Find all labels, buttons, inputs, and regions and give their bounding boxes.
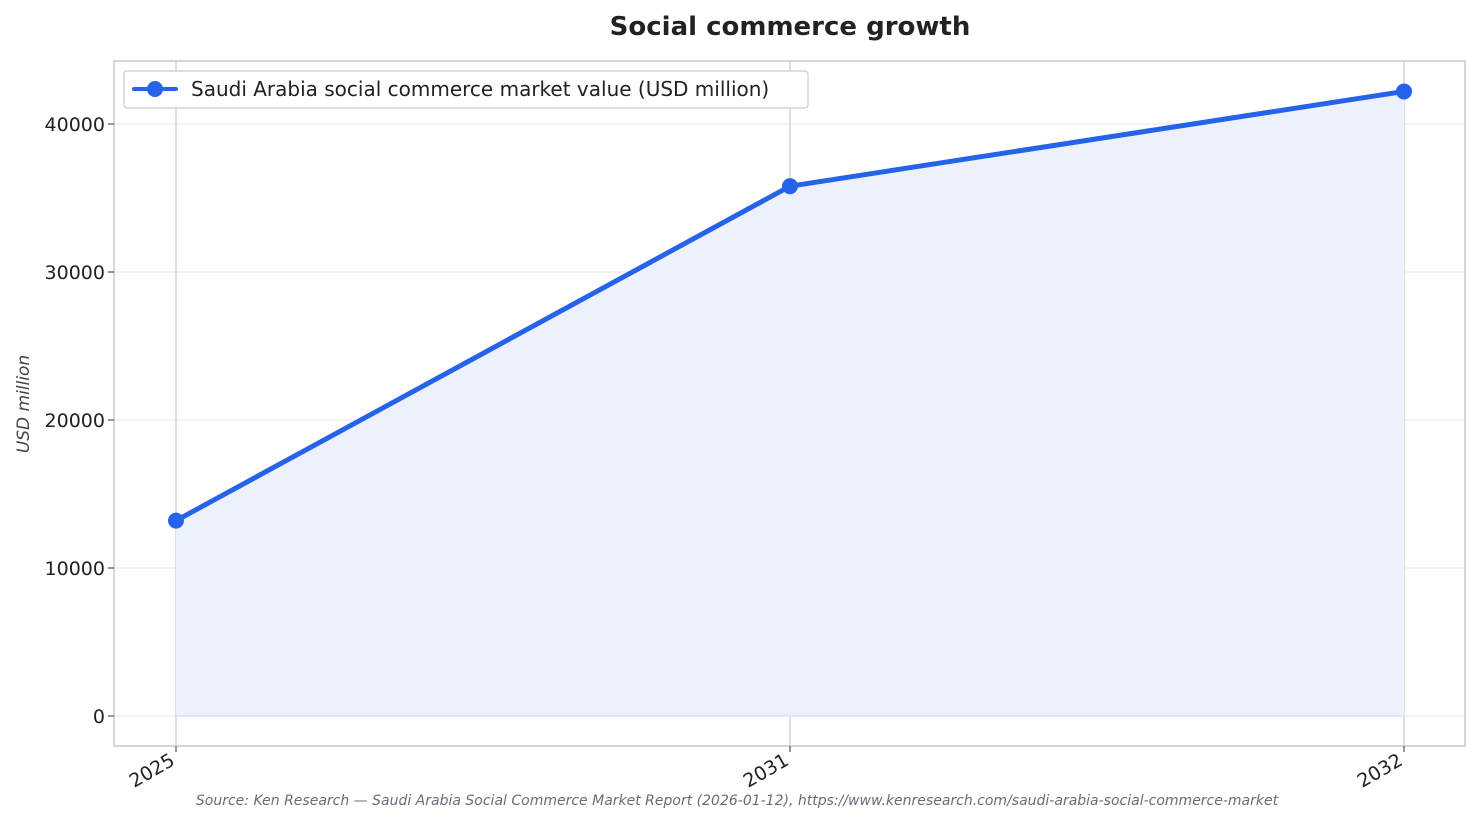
x-tick-label: 2025 <box>126 749 179 792</box>
x-tick-label: 2031 <box>740 749 793 792</box>
legend-point-marker <box>147 81 163 97</box>
chart-title: Social commerce growth <box>610 12 971 42</box>
y-tick-label: 0 <box>93 706 105 728</box>
data-point <box>782 178 798 195</box>
legend-box <box>123 70 809 109</box>
source-note: Source: Ken Research — Saudi Arabia Soci… <box>196 793 1279 809</box>
y-tick-label: 20000 <box>45 410 105 432</box>
data-point <box>1396 83 1412 100</box>
data-point <box>168 512 184 529</box>
y-axis: 0 10000 20000 30000 40000 <box>45 114 114 728</box>
x-tick-label: 2032 <box>1354 749 1407 792</box>
y-axis-label: USD million <box>14 355 34 453</box>
series-area-fill <box>176 91 1404 716</box>
y-tick-label: 40000 <box>45 114 105 136</box>
area-layer <box>176 91 1404 717</box>
legend-label: Saudi Arabia social commerce market valu… <box>191 77 769 101</box>
points-layer <box>168 83 1412 529</box>
y-tick-label: 30000 <box>45 262 105 284</box>
y-tick-label: 10000 <box>45 558 105 580</box>
x-axis: 2025 2031 2032 <box>126 746 1407 793</box>
legend: Saudi Arabia social commerce market valu… <box>123 70 809 109</box>
